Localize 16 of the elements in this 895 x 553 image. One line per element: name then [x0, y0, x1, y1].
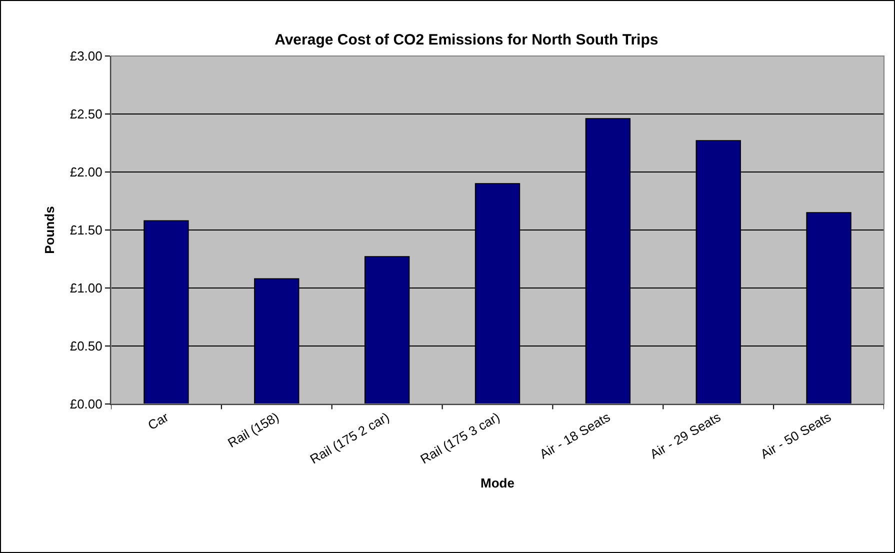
y-tick-label: £0.50 — [70, 338, 102, 354]
y-tick-label: £1.00 — [70, 280, 102, 296]
chart-title: Average Cost of CO2 Emissions for North South Trips — [274, 32, 658, 49]
y-tick-label: £3.00 — [70, 48, 102, 64]
y-tick-label: £2.50 — [70, 106, 102, 122]
y-tick-label: £1.50 — [70, 222, 102, 238]
x-tick-label: Air - 50 Seats — [758, 409, 834, 462]
x-tick-label: Car — [145, 409, 172, 433]
y-tick-label: £2.00 — [70, 164, 102, 180]
x-tick-label: Rail (175 2 car) — [307, 409, 392, 467]
x-tick-label: Air - 18 Seats — [536, 409, 614, 462]
x-tick-label: Air - 29 Seats — [647, 409, 724, 462]
y-axis-title: Pounds — [42, 206, 57, 254]
x-tick-label: Rail (175 3 car) — [418, 409, 502, 467]
y-tick-label: £0.00 — [70, 396, 102, 412]
x-axis-title: Mode — [480, 475, 514, 490]
